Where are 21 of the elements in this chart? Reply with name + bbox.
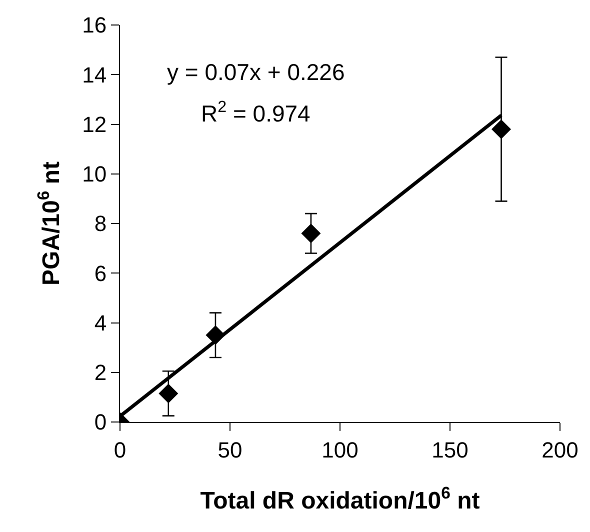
y-tick-label: 4 [94,310,107,336]
annotation: y = 0.07x + 0.226 [167,59,345,85]
point [206,325,226,345]
point [301,224,321,244]
y-tick-label: 16 [82,12,107,38]
y-tick-label: 0 [94,410,107,435]
x-axis-title: Total dR oxidation/10$^{6}$ nt [200,484,480,515]
x-tick-label: 50 [218,437,242,462]
x-tick-label: 0 [114,437,126,462]
x-tick-label: 200 [542,437,578,462]
annotation: R$^{2}$ = 0.974 [201,98,311,127]
y-tick-label: 2 [94,360,107,386]
point [492,119,512,139]
point [158,384,178,404]
y-tick-label: 14 [82,62,107,88]
y-tick-label: 6 [94,260,107,286]
x-tick-label: 100 [322,437,358,462]
y-tick-label: 10 [82,162,107,187]
y-tick-label: 12 [82,112,107,137]
x-tick-label: 150 [432,437,468,462]
y-tick-label: 8 [94,211,107,236]
